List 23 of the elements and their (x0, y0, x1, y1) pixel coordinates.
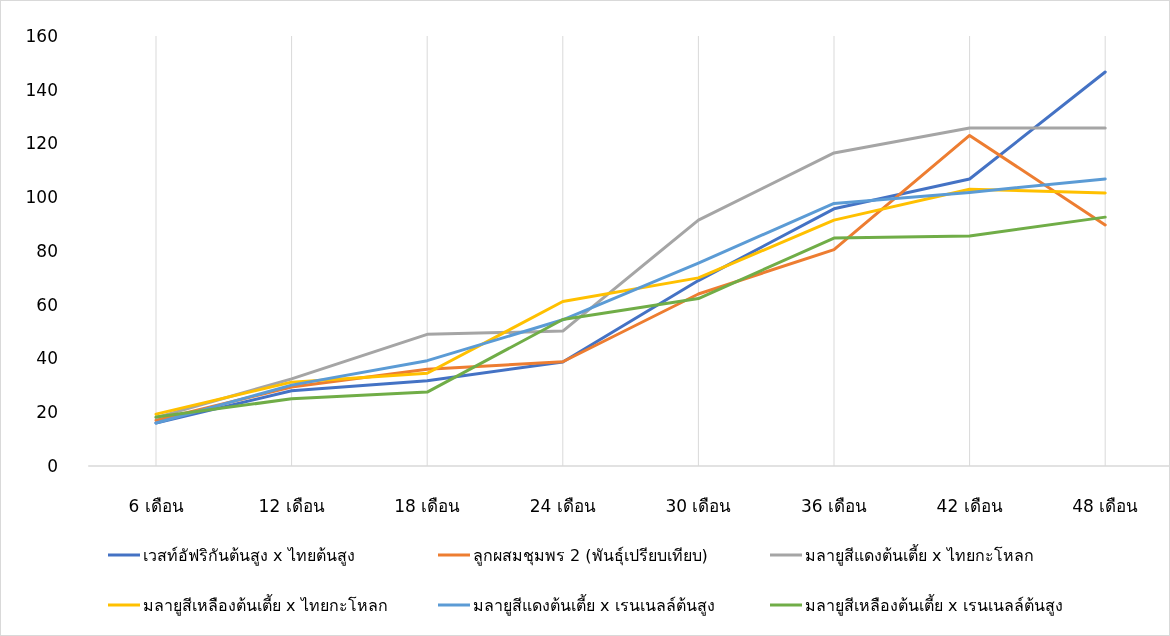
y-tick-label: 80 (36, 240, 58, 261)
y-tick-label: 100 (25, 187, 58, 208)
x-tick-label: 30 เดือน (665, 495, 732, 516)
legend-label: เวสท์อัฟริกันต้นสูง x ไทยต้นสูง (143, 545, 355, 566)
x-tick-label: 12 เดือน (258, 495, 325, 516)
y-tick-label: 20 (36, 402, 58, 423)
y-tick-label: 160 (25, 25, 58, 46)
x-tick-label: 6 เดือน (128, 495, 184, 516)
y-tick-label: 140 (25, 79, 58, 100)
y-tick-label: 0 (47, 455, 58, 476)
legend-label: มลายูสีแดงต้นเตี้ย x เรนเนลล์ต้นสูง (473, 593, 715, 616)
x-tick-label: 18 เดือน (394, 495, 461, 516)
x-tick-label: 24 เดือน (529, 495, 596, 516)
x-tick-label: 48 เดือน (1072, 495, 1139, 516)
legend-label: มลายูสีเหลืองต้นเตี้ย x ไทยกะโหลก (143, 593, 388, 616)
x-tick-label: 36 เดือน (800, 495, 868, 516)
x-tick-label: 42 เดือน (936, 495, 1003, 516)
legend-label: มลายูสีเหลืองต้นเตี้ย x เรนเนลล์ต้นสูง (805, 593, 1063, 616)
y-tick-label: 120 (25, 133, 58, 154)
y-tick-label: 60 (36, 294, 58, 315)
legend-label: มลายูสีแดงต้นเตี้ย x ไทยกะโหลก (805, 543, 1034, 566)
y-tick-label: 40 (36, 348, 58, 369)
legend-label: ลูกผสมชุมพร 2 (พันธุ์เปรียบเทียบ) (473, 545, 708, 566)
